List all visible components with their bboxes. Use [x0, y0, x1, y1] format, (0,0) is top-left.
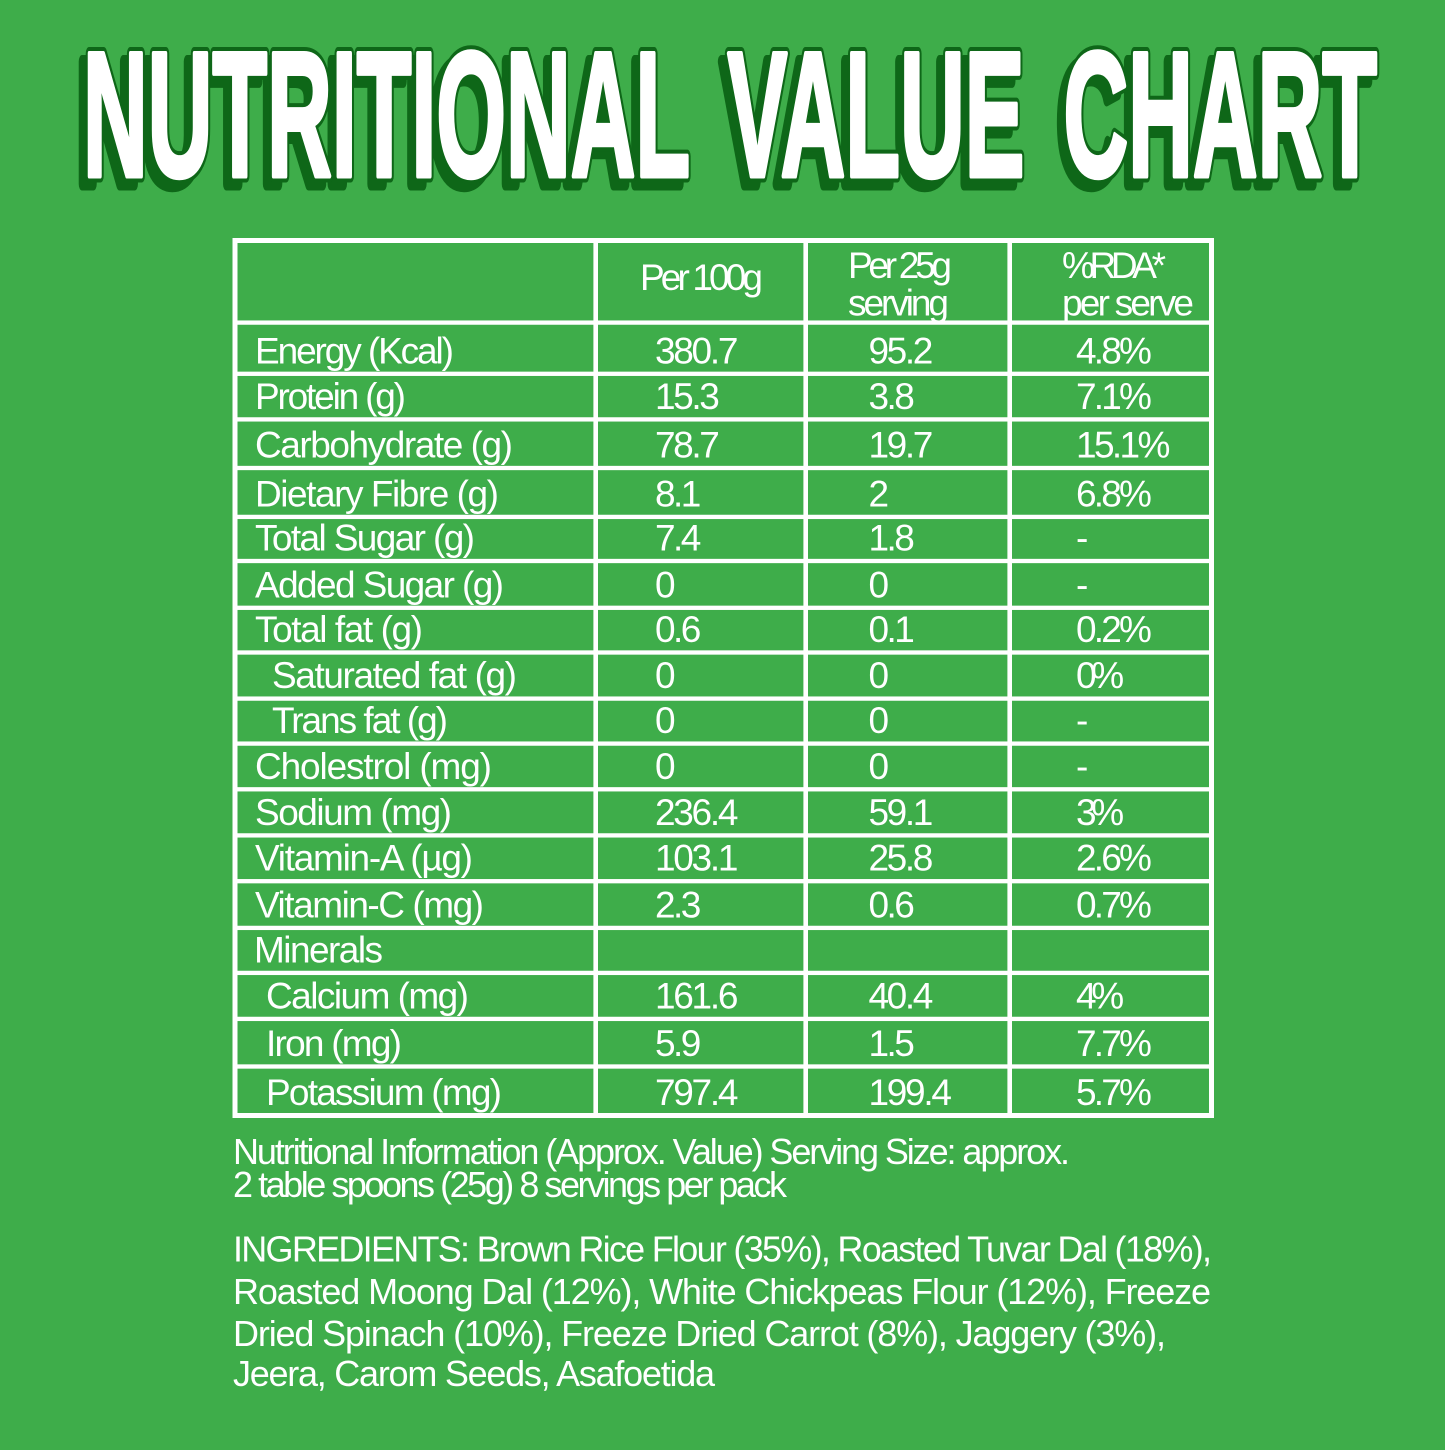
svg-text:Total fat (g): Total fat (g)	[255, 609, 423, 650]
svg-text:%RDA*: %RDA*	[1062, 245, 1166, 286]
svg-text:0.6: 0.6	[655, 609, 701, 650]
svg-text:Vitamin-A (µg): Vitamin-A (µg)	[255, 838, 473, 879]
svg-text:Energy (Kcal): Energy (Kcal)	[255, 330, 454, 371]
svg-text:8.1: 8.1	[655, 473, 701, 514]
svg-text:0: 0	[869, 655, 890, 696]
svg-text:1.8: 1.8	[869, 518, 915, 559]
svg-text:95.2: 95.2	[869, 330, 934, 371]
svg-text:380.7: 380.7	[655, 330, 738, 371]
svg-text:2.3: 2.3	[655, 884, 701, 925]
svg-text:161.6: 161.6	[655, 975, 738, 1016]
svg-text:0: 0	[869, 564, 890, 605]
svg-text:Saturated fat (g): Saturated fat (g)	[272, 655, 517, 696]
svg-text:3.8: 3.8	[869, 376, 915, 417]
svg-text:Dried Spinach (10%), Freeze Dr: Dried Spinach (10%), Freeze Dried Carrot…	[233, 1313, 1166, 1354]
svg-text:0.7%: 0.7%	[1076, 884, 1152, 925]
svg-text:78.7: 78.7	[655, 425, 720, 466]
svg-text:6.8%: 6.8%	[1076, 473, 1152, 514]
svg-text:7.1%: 7.1%	[1076, 376, 1152, 417]
svg-text:Per 25g: Per 25g	[848, 245, 952, 286]
svg-text:59.1: 59.1	[869, 792, 934, 833]
svg-text:Iron (mg): Iron (mg)	[266, 1023, 402, 1064]
svg-text:-: -	[1076, 746, 1088, 787]
svg-text:40.4: 40.4	[869, 975, 934, 1016]
svg-text:Carbohydrate (g): Carbohydrate (g)	[255, 425, 513, 466]
svg-text:25.8: 25.8	[869, 838, 934, 879]
svg-text:Nutritional Information (Appro: Nutritional Information (Approx. Value) …	[233, 1131, 1070, 1172]
svg-text:797.4: 797.4	[655, 1072, 738, 1113]
svg-text:-: -	[1076, 700, 1088, 741]
svg-text:4%: 4%	[1076, 975, 1124, 1016]
svg-text:103.1: 103.1	[655, 838, 738, 879]
svg-text:4.8%: 4.8%	[1076, 330, 1152, 371]
svg-text:2: 2	[869, 473, 890, 514]
svg-text:Dietary Fibre (g): Dietary Fibre (g)	[255, 473, 499, 514]
svg-text:INGREDIENTS: Brown Rice Flour: INGREDIENTS: Brown Rice Flour (35%), Roa…	[233, 1229, 1212, 1270]
svg-text:236.4: 236.4	[655, 792, 738, 833]
svg-text:2 table spoons (25g) 8 serving: 2 table spoons (25g) 8 servings per pack	[233, 1164, 788, 1205]
svg-text:NUTRITIONAL VALUE CHART: NUTRITIONAL VALUE CHART	[76, 23, 1370, 222]
svg-text:0: 0	[869, 746, 890, 787]
svg-text:15.3: 15.3	[655, 376, 720, 417]
svg-text:0%: 0%	[1076, 655, 1124, 696]
svg-text:Trans fat (g): Trans fat (g)	[272, 700, 448, 741]
svg-text:Sodium (mg): Sodium (mg)	[255, 792, 452, 833]
svg-text:Cholestrol (mg): Cholestrol (mg)	[255, 746, 492, 787]
svg-text:NUTRITIONAL VALUE CHART: NUTRITIONAL VALUE CHART	[83, 15, 1377, 214]
svg-text:7.4: 7.4	[655, 518, 701, 559]
svg-text:Potassium (mg): Potassium (mg)	[266, 1072, 502, 1113]
svg-text:0.6: 0.6	[869, 884, 915, 925]
svg-text:Added Sugar (g): Added Sugar (g)	[255, 564, 504, 605]
svg-text:Per 100g: Per 100g	[640, 257, 763, 298]
svg-text:Jeera, Carom Seeds, Asafoetida: Jeera, Carom Seeds, Asafoetida	[233, 1353, 716, 1394]
svg-text:Calcium (mg): Calcium (mg)	[266, 975, 469, 1016]
svg-text:0.2%: 0.2%	[1076, 609, 1152, 650]
svg-text:2.6%: 2.6%	[1076, 838, 1152, 879]
svg-text:1.5: 1.5	[869, 1023, 915, 1064]
svg-text:3%: 3%	[1076, 792, 1124, 833]
svg-text:0: 0	[655, 564, 676, 605]
svg-text:-: -	[1076, 518, 1088, 559]
svg-text:5.7%: 5.7%	[1076, 1072, 1152, 1113]
svg-text:Protein (g): Protein (g)	[255, 376, 406, 417]
svg-text:Total Sugar (g): Total Sugar (g)	[255, 518, 475, 559]
svg-text:NUTRITIONAL VALUE CHART: NUTRITIONAL VALUE CHART	[83, 15, 1377, 214]
svg-text:15.1%: 15.1%	[1076, 425, 1170, 466]
svg-text:19.7: 19.7	[869, 425, 934, 466]
svg-text:7.7%: 7.7%	[1076, 1023, 1152, 1064]
svg-text:0.1: 0.1	[869, 609, 915, 650]
svg-text:0: 0	[655, 746, 676, 787]
svg-text:0: 0	[655, 655, 676, 696]
svg-text:0: 0	[869, 700, 890, 741]
svg-text:-: -	[1076, 564, 1088, 605]
svg-text:199.4: 199.4	[869, 1072, 952, 1113]
svg-text:per serve: per serve	[1062, 283, 1194, 324]
svg-text:0: 0	[655, 700, 676, 741]
svg-text:Vitamin-C (mg): Vitamin-C (mg)	[255, 884, 484, 925]
svg-text:Minerals: Minerals	[254, 929, 383, 970]
svg-text:5.9: 5.9	[655, 1023, 701, 1064]
svg-text:serving: serving	[848, 283, 949, 324]
svg-text:Roasted Moong Dal (12%), White: Roasted Moong Dal (12%), White Chickpeas…	[233, 1271, 1211, 1312]
